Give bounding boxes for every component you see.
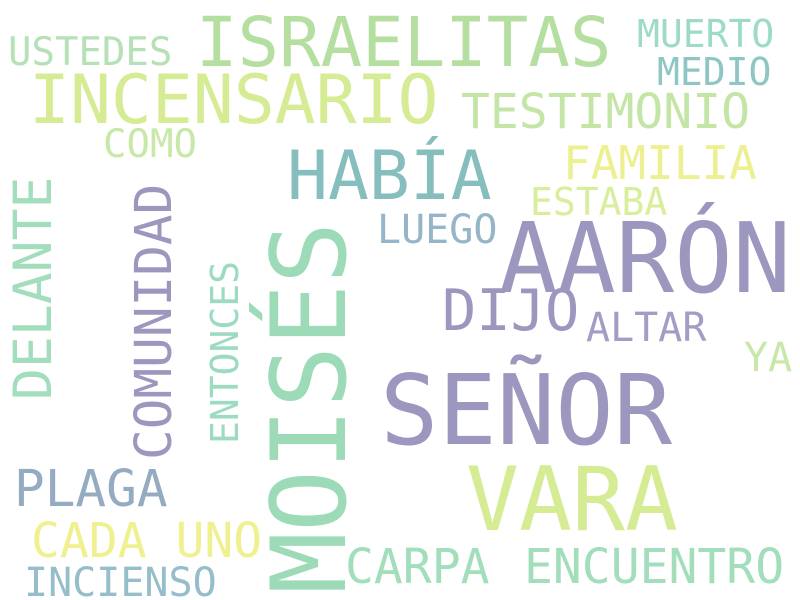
word-comunidad: COMUNIDAD (125, 183, 184, 460)
word-delante: DELANTE (3, 176, 64, 400)
word-carpa: CARPA (345, 539, 490, 595)
word-como: COMO (103, 122, 197, 167)
word-luego: LUEGO (377, 207, 498, 253)
word-entonces: ENTONCES (203, 260, 247, 444)
word-israelitas: ISRAELITAS (196, 3, 612, 83)
word-incienso: INCIENSO (24, 560, 217, 600)
word-ustedes: USTEDES (8, 30, 173, 75)
word-ya: YA (744, 335, 793, 381)
word-medio: MEDIO (657, 50, 772, 94)
word-familia: FAMILIA (563, 136, 757, 190)
word-habia: HABÍA (287, 137, 492, 216)
word-incensario: INCENSARIO (29, 61, 439, 140)
word-vara: VARA (466, 448, 678, 551)
word-plaga: PLAGA (14, 460, 168, 519)
word-aaron: AARÓN (499, 202, 791, 315)
word-muerto: MUERTO (637, 12, 775, 56)
word-moises: MOISÉS (250, 221, 370, 594)
word-testimonio: TESTIMONIO (461, 84, 750, 140)
word-altar: ALTAR (586, 305, 707, 351)
word-encuentro: ENCUENTRO (524, 539, 785, 595)
word-estaba: ESTABA (530, 180, 668, 224)
word-dijo: DIJO (442, 278, 580, 344)
word-senor: SEÑOR (380, 354, 672, 467)
word-cada-uno: CADA UNO (31, 513, 263, 569)
